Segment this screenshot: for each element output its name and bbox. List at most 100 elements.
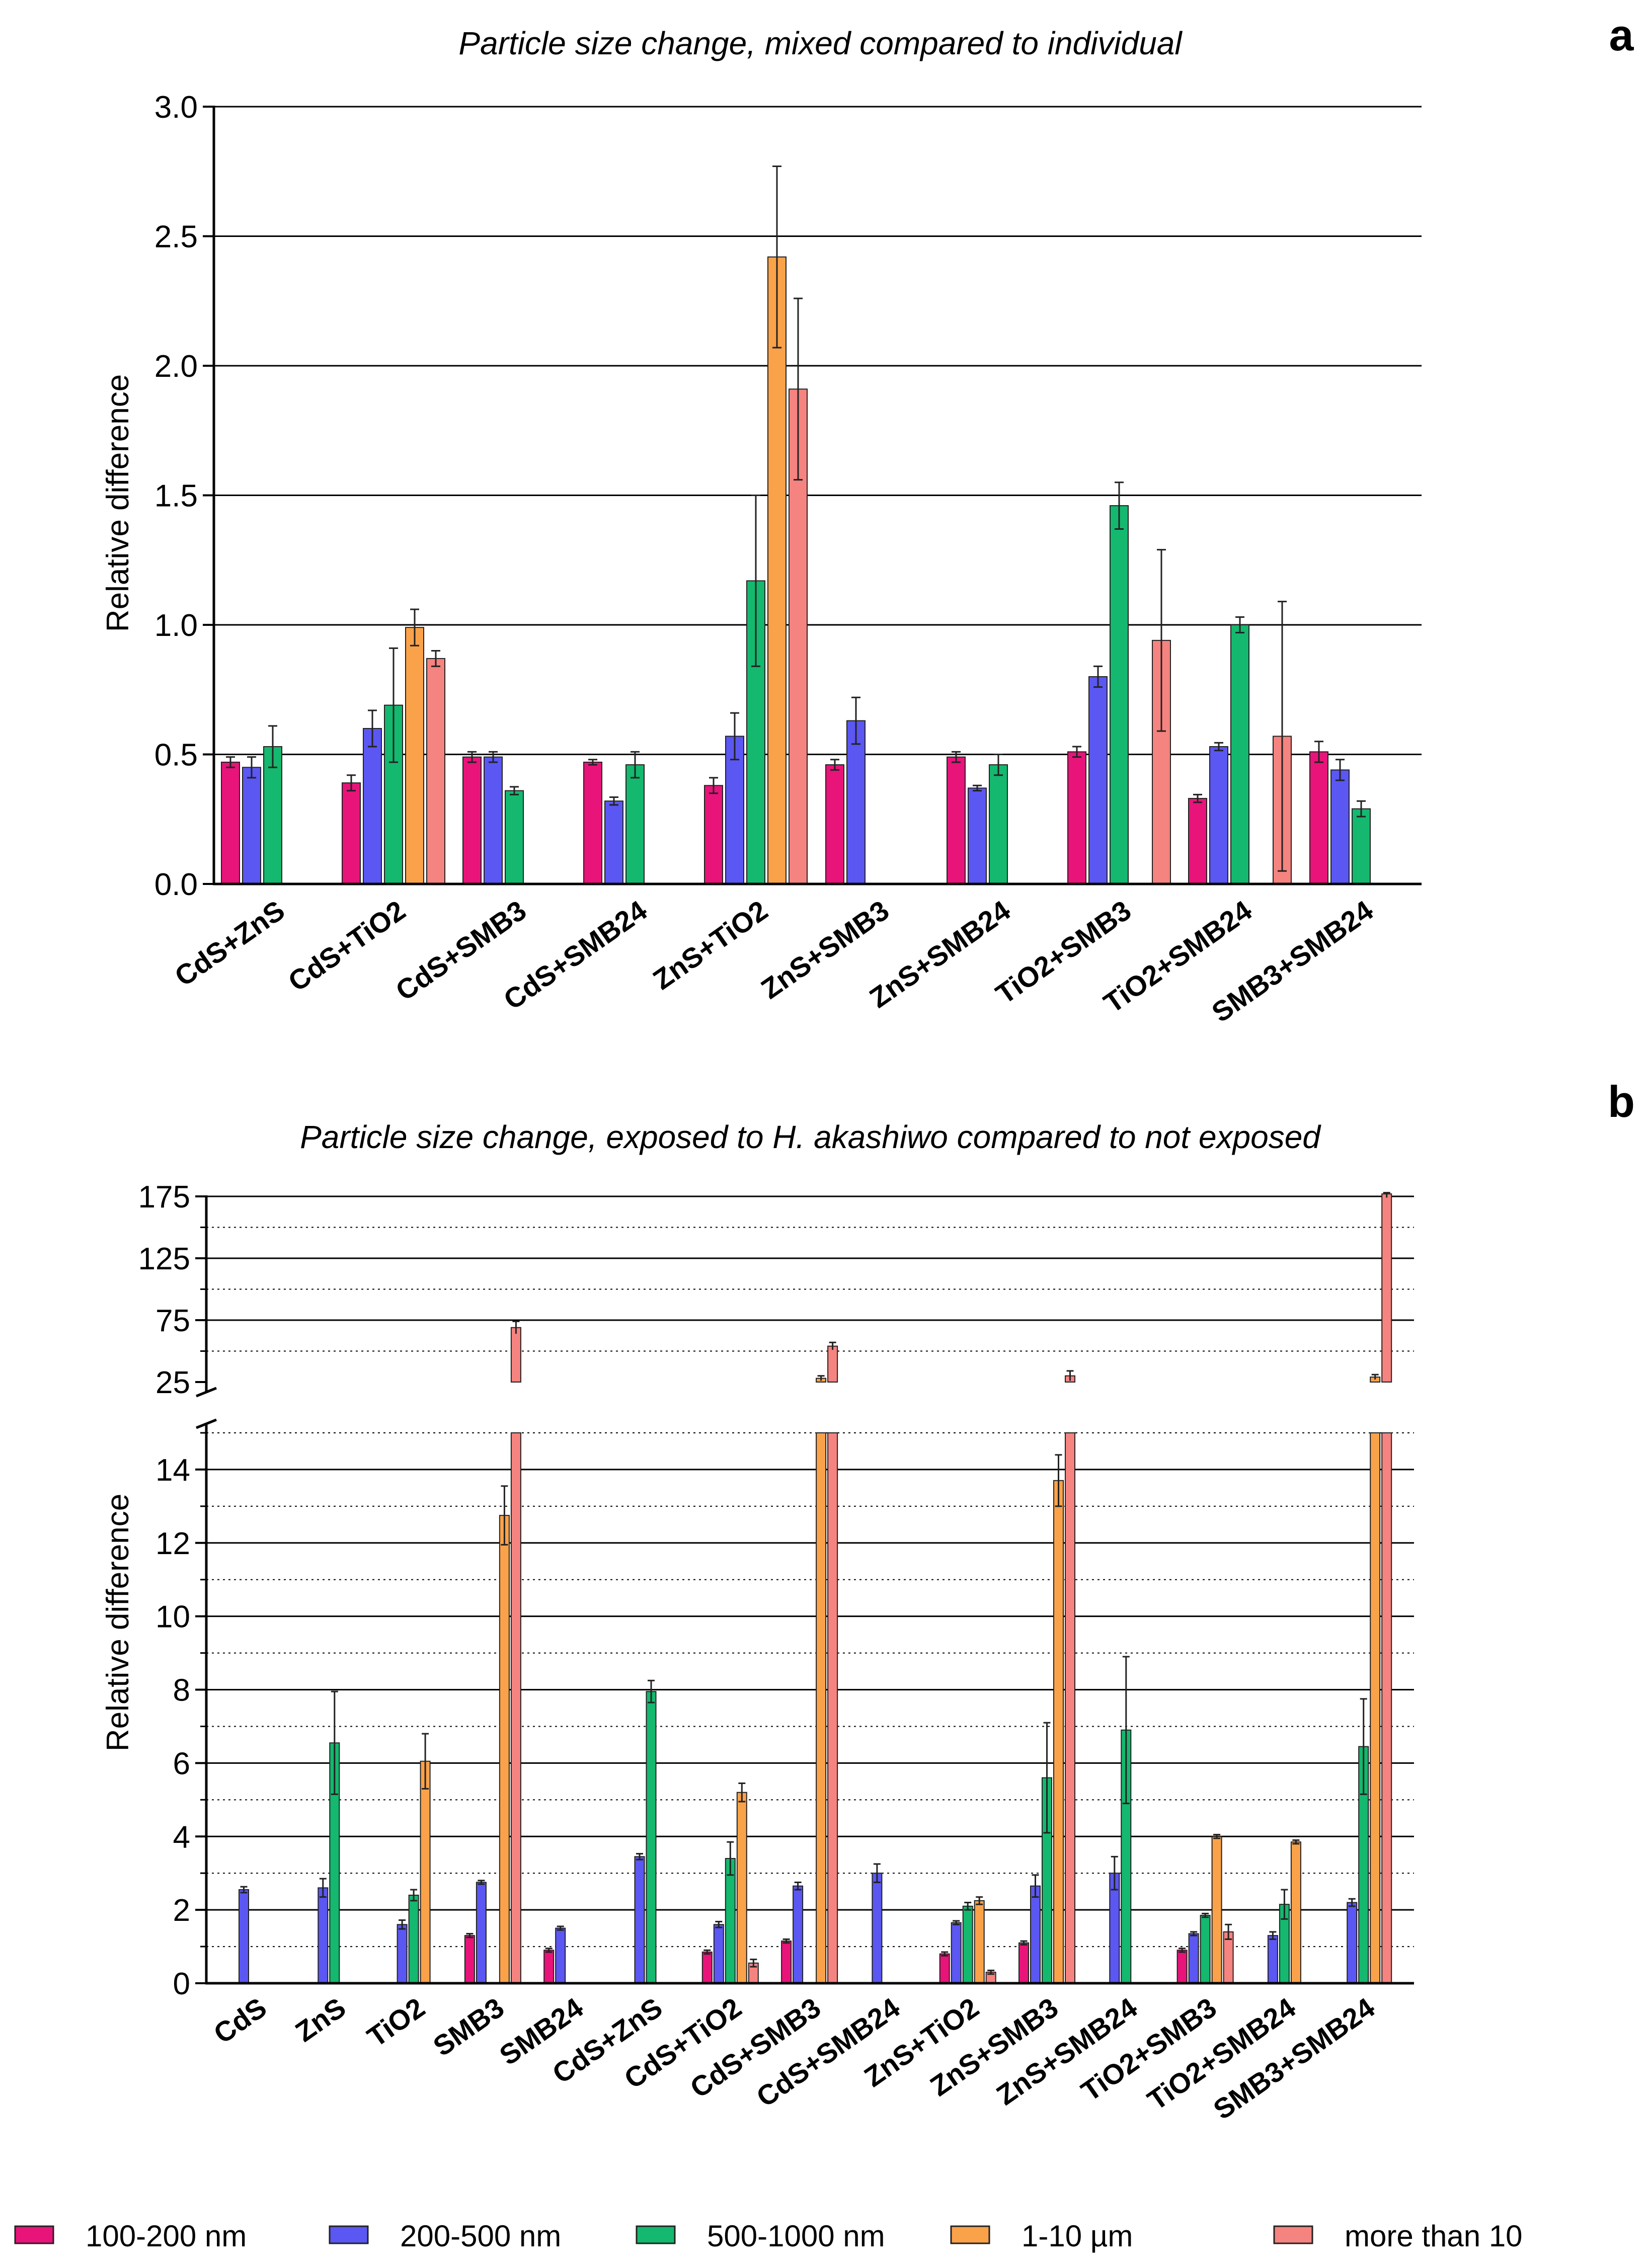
panel-b-y-tick-label: 6 <box>173 1746 190 1781</box>
panel-b-y-tick-label: 4 <box>173 1820 190 1854</box>
panel-a-bar <box>505 790 524 884</box>
panel-a-bar <box>1230 624 1249 884</box>
legend-swatch <box>636 2225 676 2244</box>
panel-a-bar <box>825 764 844 884</box>
panel-b: Particle size change, exposed to H. akas… <box>101 1077 1635 2126</box>
legend-label: 1-10 µm <box>1022 2219 1133 2253</box>
panel-b-category-label: TiO2 <box>361 1991 430 2053</box>
panel-a-bar <box>1067 751 1086 884</box>
panel-a-y-tick-label: 2.5 <box>154 220 198 255</box>
panel-b-bar <box>239 1889 249 1984</box>
legend-swatch <box>950 2225 990 2244</box>
panel-b-bar <box>1018 1942 1029 1984</box>
panel-b-bar <box>420 1760 431 1984</box>
panel-a-y-tick-label: 0.5 <box>154 738 198 773</box>
panel-b-bar <box>464 1935 475 1984</box>
panel-b-y-tick-label: 75 <box>155 1304 190 1338</box>
panel-b-axis-break-mark <box>196 1418 217 1429</box>
legend-label: 500-1000 nm <box>707 2219 885 2253</box>
panel-a-bar <box>989 764 1008 884</box>
panel-b-category-label: SMB3 <box>427 1991 510 2062</box>
panel-b-bar <box>781 1940 792 1984</box>
panel-b-category-label: CdS <box>208 1991 272 2050</box>
panel-b-y-tick-label: 2 <box>173 1893 190 1928</box>
panel-a-bar <box>604 800 623 884</box>
panel-a-bar <box>1209 746 1228 885</box>
panel-b-y-tick-label: 8 <box>173 1673 190 1708</box>
panel-a-category-label: CdS+ZnS <box>169 894 290 992</box>
panel-a-bar <box>484 756 503 885</box>
panel-b-bar-lower-part <box>1370 1432 1381 1984</box>
panel-a-bar <box>947 756 966 885</box>
panel-b-bar <box>872 1873 883 1984</box>
panel-a-bar <box>704 785 723 885</box>
panel-a-y-tick-label: 0.0 <box>154 867 198 902</box>
panel-a-bar <box>363 728 382 884</box>
panel-b-y-tick-label: 175 <box>138 1180 190 1214</box>
panel-b-y-tick-label: 125 <box>138 1242 190 1276</box>
panel-b-bar-lower-part <box>510 1432 521 1984</box>
panel-a-bar <box>725 736 744 884</box>
panel-a-bar <box>767 256 787 885</box>
panel-a-axes: 0.00.51.01.52.02.53.0CdS+ZnSCdS+TiO2CdS+… <box>154 90 1422 1028</box>
panel-b-bar-lower-part <box>816 1432 827 1984</box>
panel-a-bar <box>583 761 602 884</box>
panel-a-letter: a <box>1609 10 1634 60</box>
panel-b-bar <box>1267 1935 1278 1984</box>
legend-swatch <box>14 2225 54 2244</box>
legend: 100-200 nm 200-500 nm 500-1000 nm 1-10 µm mo… <box>14 2219 1523 2253</box>
panel-b-bar <box>408 1894 419 1984</box>
panel-b-bar <box>634 1856 645 1984</box>
panel-b-y-axis-title: Relative difference <box>101 1494 135 1751</box>
panel-a-bar <box>1330 769 1350 885</box>
panel-b-letter: b <box>1608 1077 1635 1126</box>
panel-b-bar <box>646 1691 657 1984</box>
panel-b-bar-upper-part <box>827 1345 838 1383</box>
panel-b-bar <box>543 1950 555 1984</box>
panel-b-bar <box>962 1905 973 1984</box>
panel-b-bar <box>1053 1480 1064 1984</box>
panel-a-bar <box>1088 676 1108 884</box>
panel-b-bar-lower-part <box>1065 1432 1075 1984</box>
panel-b-bar-upper-part <box>1381 1193 1392 1383</box>
panel-b-y-tick-label: 10 <box>155 1600 190 1635</box>
panel-b-y-tick-label: 12 <box>155 1526 190 1561</box>
panel-a-y-tick-label: 3.0 <box>154 90 198 125</box>
panel-b-bar-lower-part <box>1381 1432 1392 1984</box>
panel-b-bars <box>239 1192 1392 1984</box>
panel-a-bar <box>625 764 645 884</box>
panel-a-y-axis-title: Relative difference <box>101 374 135 632</box>
panel-b-bar <box>318 1887 329 1984</box>
panel-b-bar <box>1290 1841 1301 1984</box>
panel-a-y-tick-label: 1.5 <box>154 479 198 514</box>
panel-b-bar <box>1200 1915 1211 1984</box>
panel-b-bar-lower-part <box>827 1432 838 1984</box>
panel-b-bar <box>476 1882 487 1984</box>
panel-a-bar <box>1309 751 1328 884</box>
panel-a-bar <box>426 658 445 884</box>
panel-a-bar <box>221 761 240 884</box>
panel-a-bar <box>1352 808 1371 885</box>
panel-a-category-label: ZnS+TiO2 <box>647 894 773 996</box>
panel-b-y-tick-label: 14 <box>155 1453 190 1488</box>
panel-a-y-tick-label: 2.0 <box>154 349 198 384</box>
panel-b-category-label: ZnS <box>289 1991 351 2048</box>
panel-a-bar <box>405 627 424 885</box>
panel-b-bar <box>1188 1933 1199 1984</box>
panel-a-title: Particle size change, mixed compared to … <box>458 25 1183 61</box>
panel-b-bar <box>499 1515 510 1984</box>
panel-a-bar <box>242 767 261 884</box>
panel-a-bars <box>221 165 1371 885</box>
panel-b-y-tick-label: 25 <box>155 1365 190 1400</box>
panel-b-bar <box>1030 1885 1041 1984</box>
panel-a-bar <box>846 720 866 885</box>
panel-a-y-tick-label: 1.0 <box>154 608 198 643</box>
panel-a-bar <box>1110 505 1129 884</box>
panel-b-bar <box>1176 1950 1188 1984</box>
panel-a-bar <box>1188 798 1207 885</box>
panel-b-title: Particle size change, exposed to H. akas… <box>300 1119 1321 1155</box>
panel-b-bar <box>725 1858 736 1984</box>
panel-b-bar-upper-part <box>510 1327 521 1383</box>
legend-label: more than 10 <box>1345 2219 1523 2253</box>
